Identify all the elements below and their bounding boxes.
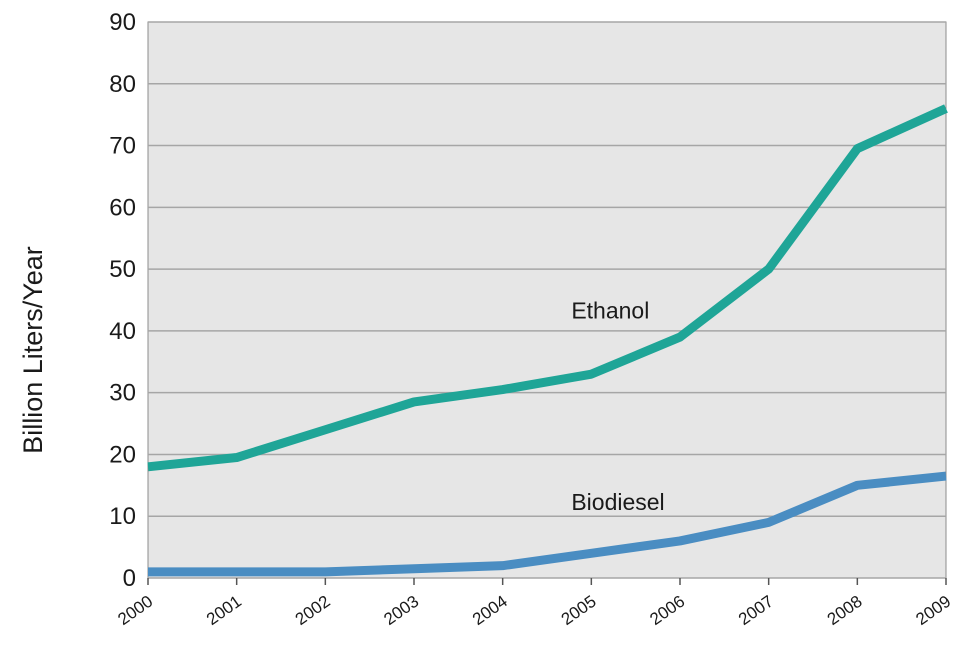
y-tick-label: 10 — [109, 503, 136, 530]
y-tick-label: 70 — [109, 133, 136, 160]
x-tick-label: 2002 — [292, 592, 334, 629]
y-tick-label: 80 — [109, 71, 136, 98]
y-tick-label: 20 — [109, 441, 136, 468]
series-line-biodiesel — [148, 471, 947, 577]
x-tick-label: 2005 — [558, 592, 600, 629]
y-tick-label: 40 — [109, 318, 136, 345]
x-tick-label: 2008 — [824, 592, 866, 629]
x-tick-label: 2006 — [646, 592, 688, 629]
x-tick-label: 2003 — [380, 592, 422, 629]
y-tick-label: 50 — [109, 256, 136, 283]
x-tick-label: 2009 — [912, 592, 954, 629]
x-axis-ticks: 2000 2001 2002 2003 2004 2005 2006 2007 2008 2009 — [114, 592, 954, 629]
plot-area — [147, 21, 947, 579]
y-axis-label: Billion Liters/Year — [18, 246, 48, 454]
y-tick-label: 60 — [109, 194, 136, 221]
series-labels: Ethanol Biodiesel — [571, 297, 664, 515]
y-tick-label: 0 — [123, 565, 136, 592]
x-tick-label: 2000 — [114, 592, 156, 629]
y-tick-label: 90 — [109, 9, 136, 36]
series-label-ethanol: Ethanol — [571, 297, 649, 323]
series-line-ethanol — [147, 104, 948, 472]
y-axis-ticks: 0 10 20 30 40 50 60 70 80 90 — [109, 9, 136, 592]
series-lines — [147, 104, 948, 577]
x-tick-label: 2004 — [469, 592, 511, 629]
x-tick-label: 2001 — [203, 592, 245, 629]
y-tick-label: 30 — [109, 380, 136, 407]
x-tick-label: 2007 — [735, 592, 777, 629]
series-label-biodiesel: Biodiesel — [571, 489, 664, 515]
